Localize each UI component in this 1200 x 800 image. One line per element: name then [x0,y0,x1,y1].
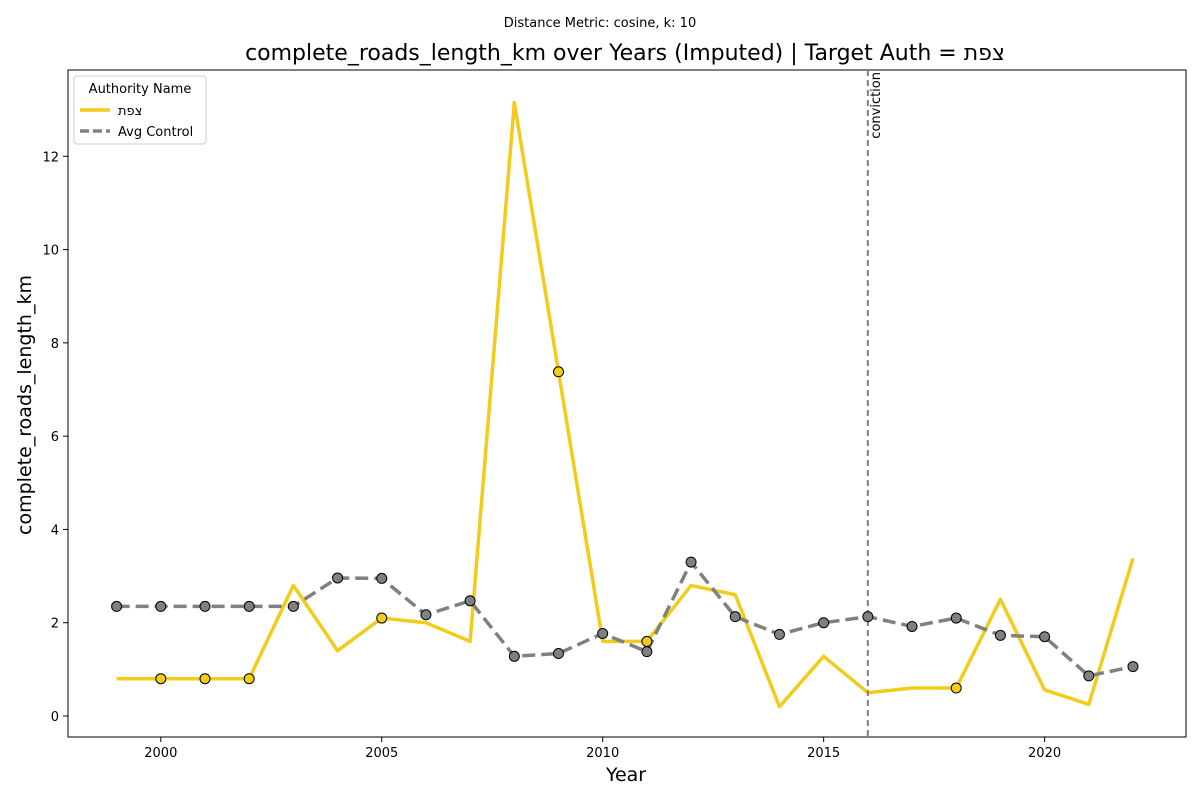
chart-suptitle: Distance Metric: cosine, k: 10 [504,16,696,31]
data-point-1 [376,572,388,584]
data-point-0 [376,612,388,624]
legend: Authority Name צפת Avg Control [73,75,207,145]
series-line-0 [116,100,1135,709]
data-point-1 [1039,631,1051,643]
data-point-0 [199,673,211,685]
x-tick-label: 2000 [144,746,177,761]
x-tick-label: 2010 [586,746,619,761]
data-point-1 [420,609,432,621]
legend-title: Authority Name [89,82,192,97]
series-line-1 [116,560,1134,678]
y-tick-label: 0 [51,710,59,725]
data-point-1 [994,629,1006,641]
data-point-0 [243,673,255,685]
y-tick-label: 12 [42,150,59,165]
x-axis-title: Year [605,764,646,786]
y-tick-label: 10 [42,244,59,259]
y-tick-label: 2 [51,617,59,632]
y-tick-label: 8 [51,337,59,352]
data-point-0 [950,682,962,694]
x-tick-label: 2020 [1028,746,1061,761]
data-point-1 [641,646,653,658]
data-point-1 [950,612,962,624]
data-point-1 [1083,670,1095,682]
plot-area: 2000 2005 2010 2015 2020 0 2 4 6 8 10 12 conviction [42,69,1187,761]
data-point-1 [332,572,344,584]
data-point-1 [553,648,565,660]
data-point-1 [729,611,741,623]
data-point-1 [155,600,167,612]
data-point-1 [773,628,785,640]
legend-label-0: צפת [118,104,142,119]
data-point-1 [862,611,874,623]
data-point-1 [199,600,211,612]
data-point-1 [243,600,255,612]
data-point-1 [508,650,520,662]
data-point-0 [641,635,653,647]
annotation-label: conviction [869,72,884,139]
y-axis-title: complete_roads_length_km [14,275,36,535]
data-point-0 [155,673,167,685]
y-tick-label: 6 [51,430,59,445]
data-point-1 [906,620,918,632]
data-point-1 [597,627,609,639]
data-point-1 [818,617,830,629]
data-point-1 [685,556,697,568]
data-point-1 [464,595,476,607]
data-point-1 [1127,661,1139,673]
axes-frame [67,69,1187,738]
data-point-1 [287,600,299,612]
data-point-0 [553,366,565,378]
data-point-1 [111,600,123,612]
chart-title: complete_roads_length_km over Years (Imp… [245,41,1005,66]
x-tick-label: 2015 [807,746,840,761]
y-tick-label: 4 [51,523,59,538]
legend-box [73,75,207,145]
x-tick-label: 2005 [365,746,398,761]
legend-label-1: Avg Control [118,125,193,140]
